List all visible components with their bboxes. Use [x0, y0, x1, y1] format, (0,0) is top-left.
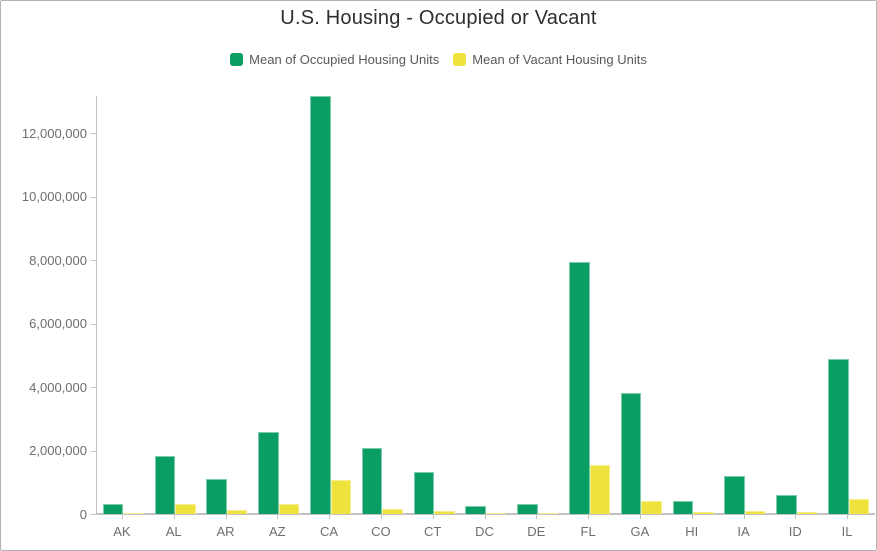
legend-item-label: Mean of Vacant Housing Units [472, 52, 647, 67]
x-axis-label-AK: AK [113, 524, 131, 539]
x-axis-label-ID: ID [788, 524, 802, 539]
bar-vacant-AL[interactable] [175, 503, 196, 514]
x-axis-tick [691, 514, 693, 519]
x-axis-tick [795, 514, 797, 519]
bar-vacant-CT[interactable] [434, 511, 455, 514]
bar-occupied-HI[interactable] [672, 500, 694, 514]
x-axis-line [96, 513, 875, 515]
bar-occupied-GA[interactable] [620, 393, 642, 514]
bar-occupied-CT[interactable] [413, 471, 435, 514]
y-axis-label: 6,000,000 [29, 316, 87, 331]
x-axis-tick [743, 514, 745, 519]
y-axis-label: 2,000,000 [29, 443, 87, 458]
x-axis-tick [329, 514, 331, 519]
bar-vacant-ID[interactable] [796, 512, 818, 514]
bar-occupied-AZ[interactable] [258, 432, 279, 514]
bar-vacant-FL[interactable] [589, 464, 610, 514]
x-axis-label-DC: DC [475, 524, 494, 539]
x-axis-label-GA: GA [630, 524, 650, 539]
y-axis-line [96, 96, 97, 515]
bar-vacant-IA[interactable] [744, 511, 766, 514]
bar-vacant-CO[interactable] [382, 508, 403, 514]
bar-occupied-AK[interactable] [102, 504, 124, 514]
x-axis-label-AL: AL [165, 524, 182, 539]
y-axis-tick [91, 260, 96, 261]
bar-occupied-CA[interactable] [310, 96, 331, 514]
bar-occupied-IA[interactable] [724, 475, 745, 514]
x-axis-label-CO: CO [371, 524, 391, 539]
bar-occupied-AR[interactable] [206, 479, 227, 514]
x-axis-tick [121, 514, 123, 519]
y-axis-tick [91, 387, 96, 388]
x-axis-label-FL: FL [580, 524, 596, 539]
x-axis-tick [277, 514, 279, 519]
chart-title: U.S. Housing - Occupied or Vacant [280, 7, 597, 29]
bar-occupied-CO[interactable] [361, 447, 383, 514]
bar-vacant-GA[interactable] [641, 500, 662, 514]
x-axis-tick [225, 514, 227, 519]
bar-occupied-DC[interactable] [465, 506, 486, 514]
x-axis-tick [847, 514, 849, 519]
x-axis-label-CT: CT [424, 524, 442, 539]
x-axis-label-AZ: AZ [268, 524, 286, 539]
y-axis-label: 8,000,000 [29, 252, 87, 268]
y-axis-tick [91, 514, 96, 515]
y-axis-tick [91, 196, 96, 198]
x-axis-label-AR: AR [216, 524, 235, 539]
x-axis-tick [173, 514, 175, 519]
x-axis-label-IL: IL [841, 524, 853, 539]
y-axis-tick [91, 450, 96, 452]
x-axis-tick [380, 514, 382, 519]
bar-vacant-AZ[interactable] [278, 503, 300, 514]
x-axis-tick [639, 514, 641, 519]
legend-swatch-icon [453, 53, 467, 66]
y-axis-tick [91, 133, 96, 134]
bar-vacant-AR[interactable] [226, 509, 248, 514]
y-axis-label: 0 [79, 506, 87, 522]
legend-swatch-icon [230, 53, 244, 66]
bar-occupied-ID[interactable] [776, 495, 797, 514]
legend-item-vacant[interactable]: Mean of Vacant Housing Units [453, 52, 647, 67]
bar-vacant-HI[interactable] [693, 512, 714, 514]
x-axis-tick [484, 514, 486, 519]
y-axis-label: 12,000,000 [21, 125, 87, 141]
bar-vacant-DC[interactable] [485, 513, 507, 514]
x-axis-label-CA: CA [320, 524, 339, 539]
x-axis-tick [588, 514, 590, 519]
bar-vacant-AK[interactable] [123, 512, 144, 514]
bar-occupied-AL[interactable] [154, 455, 176, 514]
x-axis-label-DE: DE [527, 524, 546, 539]
y-axis-tick [91, 323, 96, 325]
bar-vacant-CA[interactable] [330, 480, 351, 514]
bar-occupied-DE[interactable] [517, 504, 538, 514]
bar-vacant-IL[interactable] [848, 498, 869, 514]
y-axis-label: 10,000,000 [21, 189, 87, 204]
legend-item-label: Mean of Occupied Housing Units [249, 52, 440, 67]
x-axis-tick [432, 514, 434, 519]
x-axis-label-HI: HI [685, 524, 699, 539]
legend-item-occupied[interactable]: Mean of Occupied Housing Units [230, 52, 439, 67]
bar-occupied-FL[interactable] [569, 262, 590, 514]
x-axis-tick [536, 514, 538, 519]
bar-occupied-IL[interactable] [828, 359, 849, 514]
legend: Mean of Occupied Housing Units Mean of Va… [1, 52, 876, 67]
x-axis-label-IA: IA [737, 524, 750, 539]
bar-vacant-DE[interactable] [537, 512, 559, 514]
y-axis-label: 4,000,000 [29, 379, 87, 395]
